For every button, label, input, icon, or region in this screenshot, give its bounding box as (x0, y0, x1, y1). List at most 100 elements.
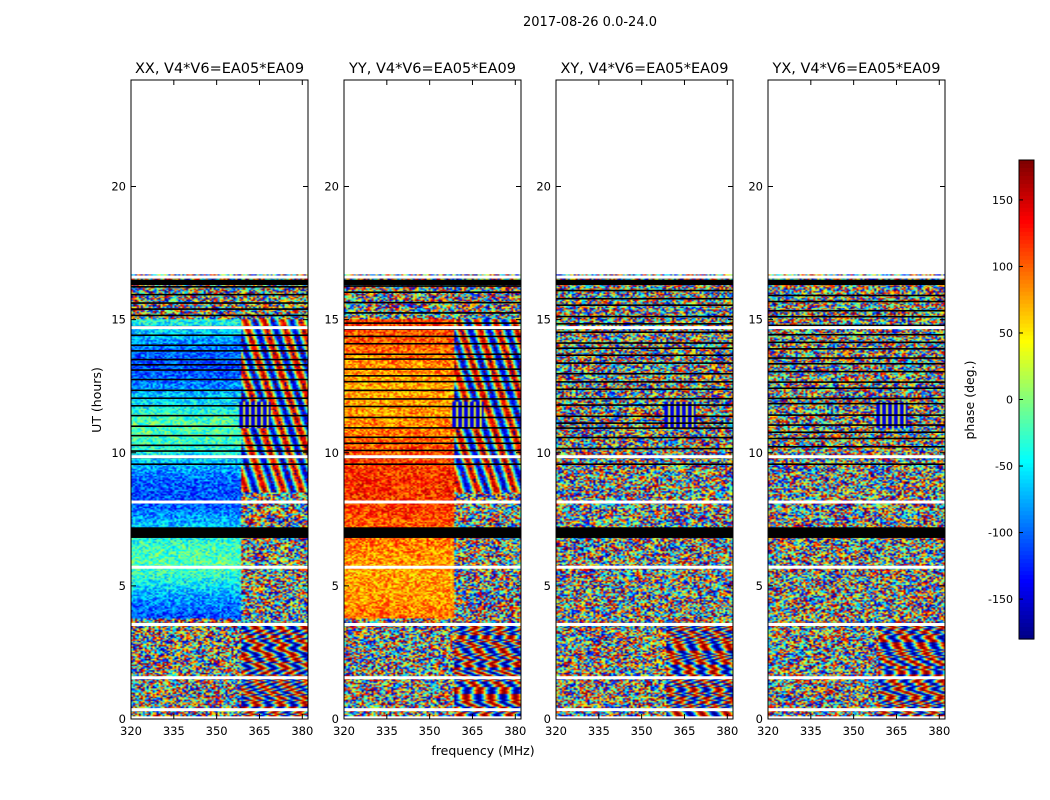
colorbar-segment (1019, 523, 1034, 528)
colorbar: -150 -100 -50 0 50 100 150 phase (deg.) (962, 159, 1035, 640)
data-gap (768, 565, 945, 569)
x-axis-label: frequency (MHz) (431, 743, 534, 758)
colorbar-segment (1019, 359, 1034, 365)
flagged-line (768, 445, 945, 448)
colorbar-segment (1019, 411, 1034, 417)
flagged-line (556, 404, 733, 406)
y-tick-label: 15 (111, 313, 126, 327)
colorbar-segment (1019, 175, 1034, 181)
flagged-line (131, 450, 308, 452)
colorbar-segment (1019, 455, 1034, 460)
colorbar-segment (1019, 479, 1034, 484)
flagged-line (556, 422, 733, 424)
colorbar-segment (1019, 563, 1034, 568)
x-tick-label: 350 (843, 724, 865, 738)
colorbar-segment (1019, 167, 1034, 173)
colorbar-segment (1019, 263, 1034, 269)
panel-heatmap-yy (344, 274, 521, 717)
flagged-line (556, 397, 733, 400)
colorbar-segment (1019, 331, 1034, 337)
x-tick-label: 320 (545, 724, 567, 738)
colorbar-segment (1019, 483, 1034, 488)
flagged-line (344, 405, 521, 408)
flagged-line (131, 286, 308, 288)
flagged-line (556, 331, 733, 334)
flagged-band (344, 527, 521, 538)
flagged-line (131, 293, 308, 296)
colorbar-segment (1019, 299, 1034, 305)
flagged-line (556, 372, 733, 375)
flagged-line (131, 314, 308, 317)
flagged-line (556, 323, 733, 325)
colorbar-segment (1019, 635, 1034, 640)
colorbar-segment (1019, 551, 1034, 556)
colorbar-segment (1019, 343, 1034, 349)
flagged-line (556, 388, 733, 391)
data-gap (556, 708, 733, 712)
data-gap (344, 622, 521, 626)
colorbar-segment (1019, 539, 1034, 544)
flagged-line (556, 289, 733, 292)
colorbar-segment (1019, 619, 1034, 624)
flagged-line (556, 463, 733, 465)
colorbar-segment (1019, 631, 1034, 636)
y-tick-label: 20 (536, 180, 551, 194)
colorbar-segment (1019, 571, 1034, 576)
panel-heatmap-yx (768, 274, 945, 717)
colorbar-segment (1019, 307, 1034, 313)
colorbar-segment (1019, 471, 1034, 476)
flagged-line (344, 368, 521, 370)
colorbar-segment (1019, 487, 1034, 492)
colorbar-segment (1019, 575, 1034, 580)
flagged-line (344, 449, 521, 452)
colorbar-segment (1019, 459, 1034, 464)
colorbar-segment (1019, 475, 1034, 480)
panels: XX, V4*V6=EA05*EA09 0 5 10 15 20 320 335 350 365 3… (111, 61, 950, 738)
y-tick-label: 5 (544, 579, 551, 593)
colorbar-segment (1019, 395, 1034, 401)
y-tick-label: 10 (324, 446, 339, 460)
flagged-band (344, 279, 521, 286)
figure-suptitle: 2017-08-26 0.0-24.0 (523, 15, 657, 30)
flagged-line (556, 447, 733, 450)
colorbar-segment (1019, 583, 1034, 588)
flagged-line (131, 434, 308, 437)
colorbar-segment (1019, 275, 1034, 281)
flagged-line (768, 414, 945, 416)
colorbar-segment (1019, 587, 1034, 592)
colorbar-segment (1019, 291, 1034, 297)
colorbar-segment (1019, 215, 1034, 221)
colorbar-segment (1019, 187, 1034, 193)
colorbar-segment (1019, 371, 1034, 377)
colorbar-segment (1019, 439, 1034, 445)
y-tick-label: 15 (536, 313, 551, 327)
y-axis-label: UT (hours) (89, 367, 104, 433)
data-gap (131, 455, 308, 459)
colorbar-segment (1019, 235, 1034, 241)
colorbar-segment (1019, 207, 1034, 213)
panel-title: XY, V4*V6=EA05*EA09 (560, 61, 728, 77)
data-gap (131, 708, 308, 712)
colorbar-segment (1019, 403, 1034, 409)
x-tick-label: 380 (291, 724, 313, 738)
flagged-line (768, 315, 945, 318)
flagged-line (131, 389, 308, 392)
colorbar-segment (1019, 223, 1034, 229)
flagged-line (556, 362, 733, 364)
data-gap (768, 676, 945, 680)
colorbar-segment (1019, 511, 1034, 516)
colorbar-segment (1019, 227, 1034, 233)
colorbar-segment (1019, 391, 1034, 397)
colorbar-tick-label: 100 (992, 260, 1013, 273)
flagged-line (768, 324, 945, 327)
colorbar-segment (1019, 595, 1034, 600)
flagged-line (131, 444, 308, 447)
flagged-line (556, 342, 733, 344)
x-tick-label: 380 (504, 724, 526, 738)
y-tick-label: 0 (756, 712, 763, 726)
colorbar-segment (1019, 367, 1034, 373)
colorbar-segment (1019, 295, 1034, 301)
flagged-line (556, 415, 733, 418)
colorbar-segment (1019, 347, 1034, 353)
x-tick-label: 350 (631, 724, 653, 738)
